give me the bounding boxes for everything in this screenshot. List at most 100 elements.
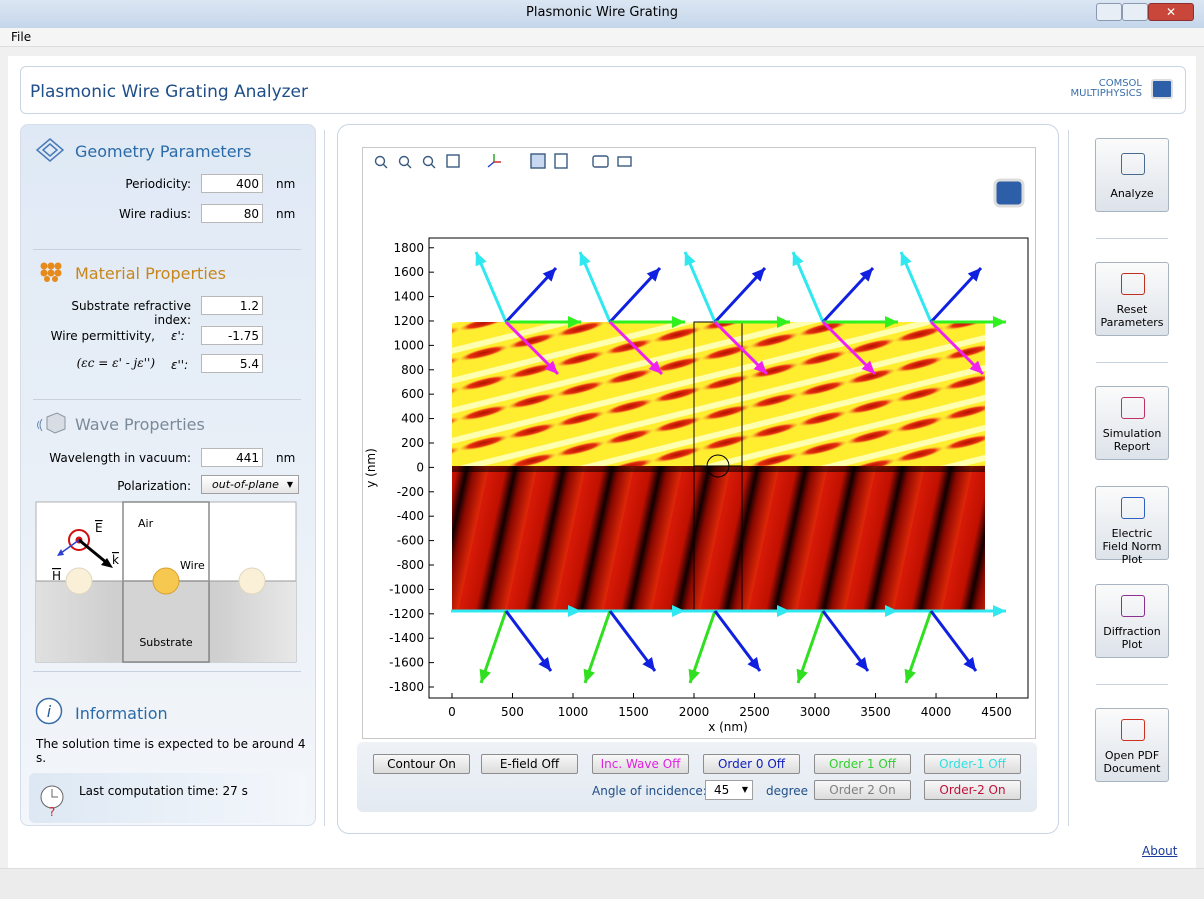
arrow-head [967,268,981,282]
button-label: Simulation Report [1102,427,1162,453]
sidebar-button[interactable]: Open PDF Document [1095,708,1169,782]
x-tick-label: 0 [448,705,456,719]
minimize-button[interactable] [1096,3,1122,21]
y-tick-label: -800 [397,558,424,572]
y-tick-label: -1400 [389,631,424,645]
logo-line: MULTIPHYSICS [1070,88,1142,99]
header: Plasmonic Wire Grating Analyzer COMSOL MU… [20,66,1186,114]
axes: 0 500 1000 1500 2000 2500 3000 3500 4000 4500-180… [389,241,1012,719]
button-label: Analyze [1110,187,1154,200]
y-tick-label: -600 [397,534,424,548]
polarization-dropdown[interactable]: out-of-plane ▼ [201,475,299,494]
toggle-button[interactable]: Order 1 Off [814,754,911,774]
toggle-button[interactable]: Contour On [373,754,470,774]
axis-button[interactable] [487,154,501,168]
title-bar: Plasmonic Wire Grating [0,0,1204,28]
wavelength-input[interactable]: 441 [201,448,263,467]
close-button[interactable]: ✕ [1148,3,1194,21]
x-tick-label: 1000 [558,705,589,719]
status-bar [0,868,1204,899]
field-label: Periodicity: [125,177,191,191]
section-title: Geometry Parameters [75,142,252,161]
snapshot-button[interactable] [592,155,609,168]
y-tick-label: -400 [397,509,424,523]
zoom-extents-button[interactable] [446,154,460,168]
y-tick-label: -200 [397,485,424,499]
toggle-button[interactable]: E-field Off [481,754,578,774]
arrow-head [568,316,581,328]
arrow-head [859,268,873,282]
arrow-head [792,252,804,267]
dropdown-value: out-of-plane [212,478,279,491]
menu-item[interactable]: File [11,30,32,44]
separator [33,249,301,250]
last-computation: Last computation time: 27 s [79,784,248,798]
arrow-head [542,268,556,282]
y-tick-label: 0 [416,460,424,474]
permittivity-real-input[interactable]: -1.75 [201,326,263,345]
window-controls: ✕ [1096,3,1196,21]
arrow-head [885,316,898,328]
wire-outline [706,454,730,478]
about-link[interactable]: About [1142,844,1178,858]
symbol: ε'': [171,358,189,372]
svg-text:i: i [47,702,52,721]
toggle-button[interactable]: Order-1 Off [924,754,1021,774]
arrow-head [646,268,660,282]
arrow-head [855,657,868,671]
toggle-button[interactable]: Order-2 On [924,780,1021,800]
sidebar-button[interactable]: Analyze [1095,138,1169,212]
toolbar [374,153,632,169]
field-label: Wire permittivity, [50,329,155,343]
y-tick-label: -1600 [389,656,424,670]
toggle-button[interactable]: Order 0 Off [703,754,800,774]
x-tick-label: 3000 [800,705,831,719]
legend-button[interactable] [554,153,568,169]
arrows [451,251,1006,684]
section-title: Wave Properties [75,415,205,434]
field-label: Substrate refractive index: [71,299,191,327]
print-button[interactable] [617,156,632,167]
zoom-in-button[interactable] [374,155,388,169]
y-tick-label: -1800 [389,680,424,694]
button-label: Electric Field Norm Plot [1102,527,1162,566]
maximize-button[interactable] [1122,3,1148,21]
zoom-box-button[interactable] [422,155,436,169]
x-tick-label: 500 [501,705,524,719]
arrow-head [993,605,1006,617]
separator [1096,684,1168,685]
y-tick-label: 1800 [393,241,424,255]
angle-dropdown[interactable]: 45 ▼ [705,780,753,800]
controls-bar: Contour On E-field Off Inc. Wave Off Order … [357,742,1037,812]
toggle-button[interactable]: Inc. Wave Off [592,754,689,774]
h-label: H [52,569,61,583]
toggle-button[interactable]: Order 2 On [814,780,911,800]
sidebar-button[interactable]: Simulation Report [1095,386,1169,460]
unit: nm [276,207,296,221]
y-tick-label: 400 [401,412,424,426]
sidebar-button[interactable]: Diffraction Plot [1095,584,1169,658]
arrow-head [688,668,700,683]
arrow-head [963,657,976,671]
field-label: Wavelength in vacuum: [49,451,191,465]
permittivity-imag-input[interactable]: 5.4 [201,354,263,373]
unit: nm [276,451,296,465]
y-tick-label: 800 [401,363,424,377]
button-icon [1121,153,1145,175]
sidebar-button[interactable]: Reset Parameters [1095,262,1169,336]
wire-radius-input[interactable]: 80 [201,204,263,223]
arrow-head [475,252,487,267]
x-tick-label: 4500 [981,705,1012,719]
arrow-head [642,657,655,671]
periodicity-input[interactable]: 400 [201,174,263,193]
section-title: Material Properties [75,264,226,283]
field-label: Polarization: [117,479,191,493]
wave-icon [37,412,66,434]
arrow-head [538,657,551,671]
grid-button[interactable] [530,153,546,169]
zoom-out-button[interactable] [398,155,412,169]
refractive-index-input[interactable]: 1.2 [201,296,263,315]
sidebar-button[interactable]: Electric Field Norm Plot [1095,486,1169,566]
window-title: Plasmonic Wire Grating [526,5,678,20]
